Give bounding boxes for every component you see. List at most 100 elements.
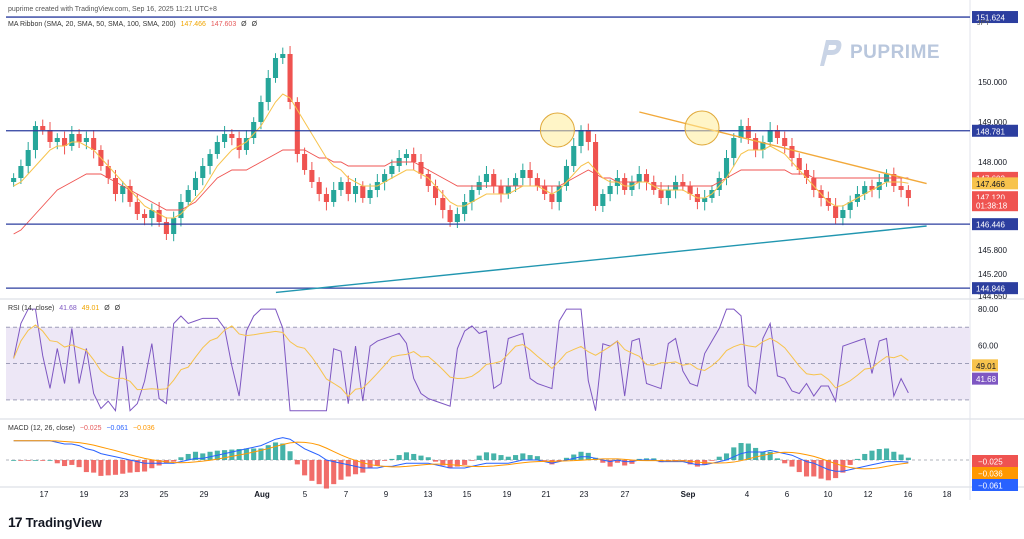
- macd-histogram-bar: [607, 460, 613, 467]
- macd-histogram-bar: [651, 458, 657, 460]
- candle-body: [411, 154, 417, 162]
- ma-ribbon-label: MA Ribbon (SMA, 20, SMA, 50, SMA, 100, S…: [8, 21, 176, 28]
- candle-body: [447, 210, 453, 222]
- rsi-signal-line: [13, 324, 909, 398]
- macd-histogram-bar: [11, 460, 17, 461]
- ma-ribbon-value-3: Ø: [241, 21, 247, 28]
- candle-body: [62, 138, 68, 146]
- macd-histogram-bar: [767, 451, 773, 460]
- price-tag-label: 147.120: [976, 194, 1005, 203]
- candle-body: [731, 138, 737, 158]
- candle-body: [556, 186, 562, 202]
- macd-tag-macd: [972, 479, 1018, 491]
- macd-histogram-bar: [142, 460, 148, 472]
- tradingview-brand[interactable]: 17 TradingView: [8, 514, 102, 530]
- macd-histogram-bar: [389, 458, 395, 460]
- macd-histogram-bar: [280, 443, 286, 460]
- macd-histogram-bar: [120, 460, 126, 474]
- candle-body: [200, 166, 206, 178]
- macd-histogram-bar: [614, 460, 620, 463]
- candle-body: [47, 130, 53, 142]
- candle-body: [833, 206, 839, 218]
- macd-histogram-bar: [47, 460, 53, 461]
- macd-histogram-bar: [403, 452, 409, 460]
- macd-histogram-bar: [498, 455, 504, 460]
- ma-ribbon-value-2: 147.603: [210, 21, 237, 28]
- candle-body: [862, 186, 868, 194]
- macd-histogram-bar: [462, 460, 468, 465]
- rsi-label: RSI (14, close): [8, 305, 55, 312]
- macd-histogram-bar: [556, 460, 562, 462]
- macd-tag-label: −0.036: [978, 470, 1003, 479]
- puprime-logo: PUPRIME: [814, 36, 940, 70]
- highlight-circle: [539, 112, 575, 148]
- macd-histogram-bar: [91, 460, 97, 473]
- price-tick-label: 145.200: [978, 270, 1007, 279]
- macd-histogram-bar: [243, 448, 249, 460]
- candle-body: [840, 210, 846, 218]
- candle-body: [520, 170, 526, 178]
- macd-histogram-bar: [600, 460, 606, 463]
- macd-histogram-bar: [723, 453, 730, 460]
- candle-body: [665, 190, 671, 198]
- time-tick-label: 12: [864, 490, 873, 499]
- candle-body: [643, 174, 650, 182]
- candle-body: [112, 178, 119, 194]
- candle-body: [847, 202, 853, 210]
- candle-body: [760, 142, 766, 150]
- candle-body: [549, 194, 555, 202]
- time-tick-label: 19: [503, 490, 512, 499]
- macd-histogram-bar: [185, 453, 191, 460]
- macd-legend[interactable]: MACD (12, 26, close) −0.025 −0.061 −0.03…: [8, 425, 155, 432]
- macd-histogram-bar: [847, 460, 853, 465]
- macd-histogram-bar: [352, 460, 359, 475]
- time-tick-label: Sep: [681, 490, 696, 499]
- macd-histogram-bar: [287, 451, 293, 460]
- macd-histogram-bar: [18, 460, 24, 461]
- candle-body: [382, 174, 388, 182]
- macd-histogram-bar: [883, 448, 890, 460]
- tradingview-logo-icon: 17: [8, 514, 23, 530]
- candle-body: [498, 186, 504, 194]
- macd-histogram-bar: [425, 457, 431, 460]
- macd-histogram-bar: [171, 460, 177, 462]
- candle-body: [54, 138, 60, 142]
- candle-body: [716, 178, 722, 190]
- macd-histogram-bar: [192, 451, 199, 460]
- candle-body: [607, 186, 613, 194]
- macd-histogram-bar: [738, 442, 744, 460]
- macd-value-3: −0.036: [133, 425, 155, 432]
- macd-histogram-bar: [811, 460, 817, 477]
- candle-body: [25, 150, 31, 166]
- candle-body: [40, 126, 46, 130]
- time-tick-label: 17: [40, 490, 49, 499]
- puprime-wordmark: PUPRIME: [850, 42, 941, 63]
- candle-body: [316, 182, 322, 194]
- macd-value-1: −0.025: [79, 425, 102, 432]
- candle-body: [76, 134, 82, 142]
- macd-histogram-bar: [709, 460, 715, 461]
- macd-histogram-bar: [396, 455, 402, 460]
- rsi-legend[interactable]: RSI (14, close) 41.68 49.01 Ø Ø: [8, 305, 120, 312]
- candle-body: [243, 138, 249, 150]
- macd-histogram-bar: [54, 460, 60, 464]
- macd-histogram-bar: [818, 460, 824, 479]
- puprime-logo-icon: [820, 40, 842, 66]
- candle-body: [578, 130, 584, 146]
- rsi-tag-signal: [972, 359, 998, 372]
- macd-histogram-bar: [374, 460, 380, 466]
- macd-histogram-bar: [331, 460, 337, 485]
- level-price-tag-label: 144.846: [976, 285, 1005, 294]
- ma-ribbon-value-1: 147.466: [180, 21, 206, 28]
- rsi-tick-label: 60.00: [978, 341, 999, 350]
- macd-histogram-bar: [869, 450, 875, 460]
- ma-ribbon-value-4: Ø: [251, 21, 258, 28]
- rsi-tag-label: 41.68: [976, 375, 997, 384]
- candle-body: [782, 138, 788, 146]
- macd-histogram-bar: [338, 460, 344, 480]
- ma-ribbon-legend[interactable]: MA Ribbon (SMA, 20, SMA, 50, SMA, 100, S…: [8, 21, 257, 28]
- candle-body: [527, 170, 533, 178]
- candle-body: [796, 158, 802, 170]
- candle-body: [69, 134, 75, 146]
